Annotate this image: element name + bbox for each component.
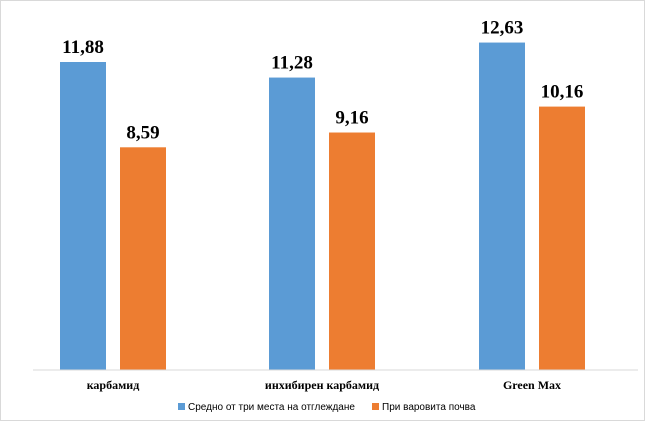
legend-label: При варовита почва [382, 402, 476, 413]
value-label: 12,63 [481, 18, 524, 39]
value-label: 11,88 [62, 37, 104, 58]
category-label: карбамид [87, 378, 140, 392]
bar-avg-1 [269, 77, 315, 371]
legend-label: Средно от три места на отглеждане [188, 402, 355, 413]
value-label: 8,59 [126, 122, 159, 143]
legend: Средно от три места на отглеждане При вар… [178, 402, 476, 413]
bar-calcareous-1 [329, 132, 375, 370]
legend-swatch [178, 403, 185, 410]
category-labels-group: карбамид инхибирен карбамид Green Max [87, 378, 561, 392]
bar-avg-2 [479, 42, 525, 371]
value-label: 10,16 [541, 82, 584, 103]
category-label: инхибирен карбамид [265, 378, 379, 392]
value-label: 11,28 [271, 53, 313, 74]
value-label: 9,16 [335, 108, 368, 129]
bar-avg-0 [60, 62, 106, 370]
legend-swatch [372, 403, 379, 410]
value-labels-group: 11,88 8,59 11,28 9,16 12,63 10,16 [62, 18, 583, 144]
bars-group [60, 42, 585, 371]
bar-calcareous-2 [539, 106, 585, 370]
bar-calcareous-0 [120, 147, 166, 370]
category-label: Green Max [503, 378, 561, 392]
